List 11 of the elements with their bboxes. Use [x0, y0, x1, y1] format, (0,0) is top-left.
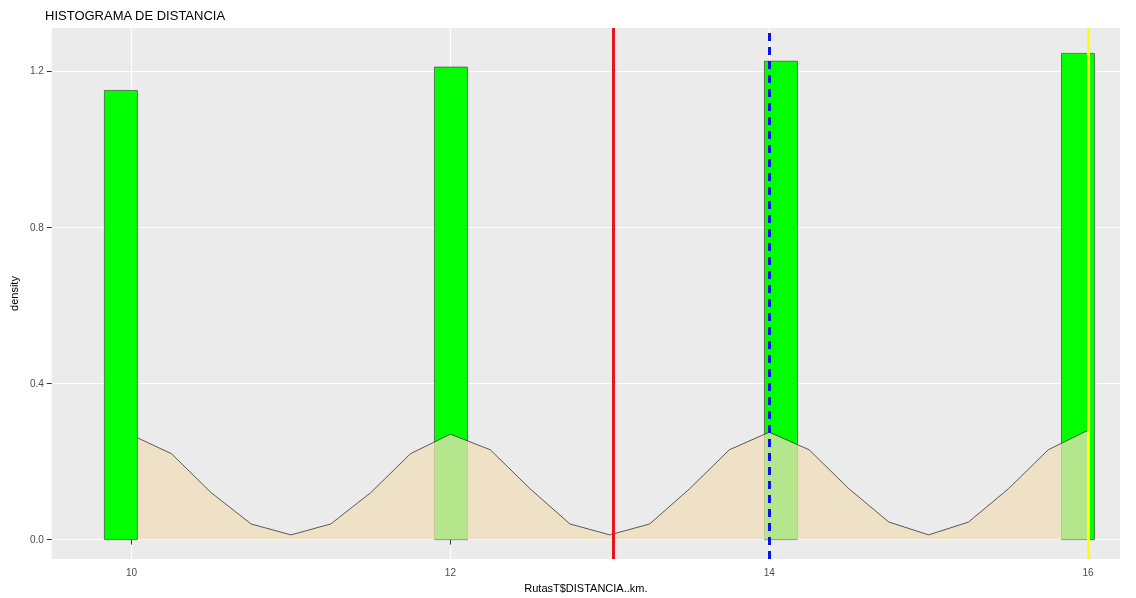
x-tick-label: 10: [125, 566, 138, 578]
y-axis-title: density: [7, 275, 20, 311]
x-tick-label: 16: [1082, 566, 1095, 578]
y-tick-label: 0.4: [29, 377, 45, 389]
x-tick-label: 12: [444, 566, 457, 578]
chart-title: HISTOGRAMA DE DISTANCIA: [45, 8, 226, 23]
y-tick-label: 1.2: [29, 65, 45, 77]
x-tick-label: 14: [763, 566, 776, 578]
y-tick-label: 0.0: [29, 534, 45, 546]
y-tick-label: 0.8: [29, 221, 45, 233]
x-axis-title: RutasT$DISTANCIA..km.: [524, 581, 648, 594]
